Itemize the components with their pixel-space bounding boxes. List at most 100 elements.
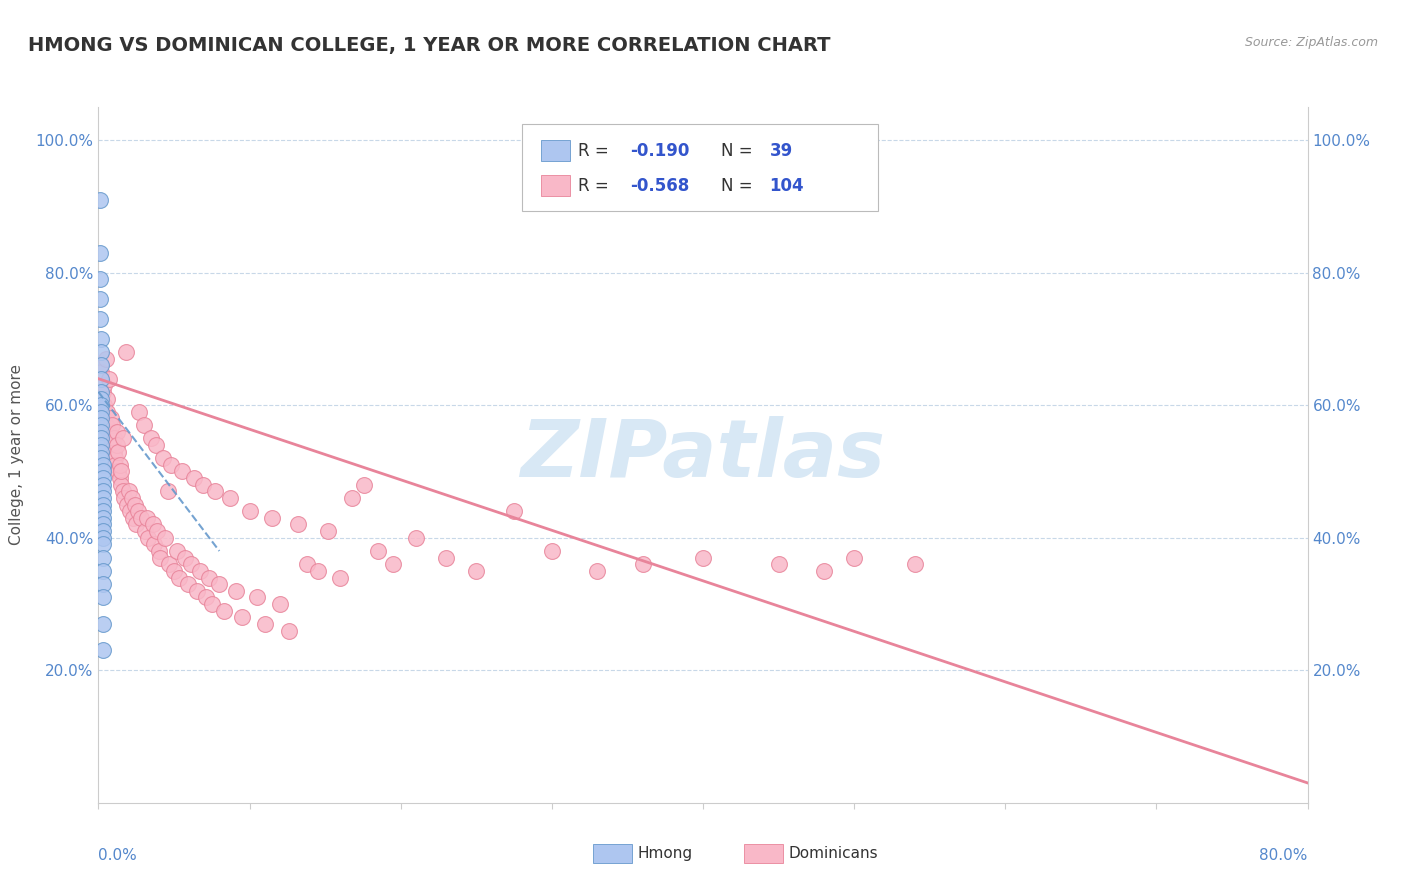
Point	[134, 524, 156, 538]
Point	[98, 425, 121, 439]
Point	[90, 438, 112, 452]
Point	[129, 511, 152, 525]
Text: 80.0%: 80.0%	[1260, 848, 1308, 863]
Point	[115, 498, 138, 512]
Text: HMONG VS DOMINICAN COLLEGE, 1 YEAR OR MORE CORRELATION CHART: HMONG VS DOMINICAN COLLEGE, 1 YEAR OR MO…	[28, 36, 831, 54]
Point	[98, 372, 121, 386]
Point	[146, 524, 169, 538]
Point	[194, 591, 217, 605]
Point	[132, 418, 155, 433]
Point	[105, 438, 128, 452]
Text: 39: 39	[769, 142, 793, 160]
Point	[103, 431, 125, 445]
Text: N =: N =	[721, 177, 758, 194]
Point	[90, 359, 112, 373]
Point	[90, 405, 112, 419]
Point	[122, 511, 145, 525]
Point	[156, 484, 179, 499]
Point	[90, 418, 112, 433]
Point	[114, 345, 136, 359]
Point	[91, 384, 114, 399]
Point	[170, 465, 193, 479]
Point	[225, 583, 247, 598]
Text: ZIPatlas: ZIPatlas	[520, 416, 886, 494]
Point	[91, 465, 114, 479]
Text: Hmong: Hmong	[638, 847, 693, 861]
Text: Source: ZipAtlas.com: Source: ZipAtlas.com	[1244, 36, 1378, 49]
Point	[813, 564, 835, 578]
Point	[277, 624, 299, 638]
Point	[90, 425, 112, 439]
Point	[197, 570, 219, 584]
Point	[141, 431, 163, 445]
Point	[186, 583, 208, 598]
Y-axis label: College, 1 year or more: College, 1 year or more	[10, 365, 24, 545]
Point	[90, 365, 112, 379]
Point	[108, 458, 131, 472]
Point	[127, 504, 149, 518]
Point	[118, 484, 141, 499]
Point	[631, 558, 654, 572]
Point	[104, 451, 127, 466]
Point	[382, 558, 405, 572]
Point	[204, 484, 226, 499]
Point	[91, 517, 114, 532]
Point	[91, 411, 114, 425]
Point	[108, 471, 131, 485]
Point	[89, 312, 111, 326]
Point	[768, 558, 790, 572]
Point	[96, 405, 118, 419]
Point	[316, 524, 339, 538]
Point	[586, 564, 609, 578]
Point	[100, 431, 122, 445]
Point	[166, 544, 188, 558]
FancyBboxPatch shape	[744, 844, 783, 863]
Point	[904, 558, 927, 572]
Point	[91, 498, 114, 512]
Point	[465, 564, 488, 578]
Point	[90, 431, 112, 445]
Point	[90, 451, 112, 466]
Point	[120, 504, 142, 518]
FancyBboxPatch shape	[522, 124, 879, 211]
Point	[287, 517, 309, 532]
Point	[148, 544, 170, 558]
Point	[91, 550, 114, 565]
FancyBboxPatch shape	[541, 140, 569, 161]
Point	[367, 544, 389, 558]
Point	[90, 372, 112, 386]
Point	[160, 458, 183, 472]
Text: 104: 104	[769, 177, 804, 194]
Point	[91, 564, 114, 578]
Point	[246, 591, 269, 605]
Point	[107, 465, 129, 479]
Point	[262, 511, 284, 525]
Point	[212, 604, 235, 618]
Point	[111, 431, 134, 445]
Point	[94, 351, 117, 366]
Point	[434, 550, 457, 565]
Point	[91, 616, 114, 631]
Point	[89, 292, 111, 306]
Point	[96, 392, 118, 406]
Text: R =: R =	[578, 142, 614, 160]
Point	[90, 384, 112, 399]
Point	[93, 378, 115, 392]
Point	[149, 550, 172, 565]
Point	[91, 531, 114, 545]
Text: -0.190: -0.190	[630, 142, 690, 160]
Point	[231, 610, 253, 624]
Point	[176, 577, 198, 591]
Point	[239, 504, 262, 518]
Point	[269, 597, 291, 611]
Point	[307, 564, 329, 578]
Point	[167, 570, 190, 584]
Point	[90, 345, 112, 359]
Point	[135, 511, 157, 525]
Point	[201, 597, 224, 611]
Text: R =: R =	[578, 177, 614, 194]
Point	[145, 438, 167, 452]
Point	[844, 550, 866, 565]
Text: 0.0%: 0.0%	[98, 848, 138, 863]
Point	[692, 550, 714, 565]
